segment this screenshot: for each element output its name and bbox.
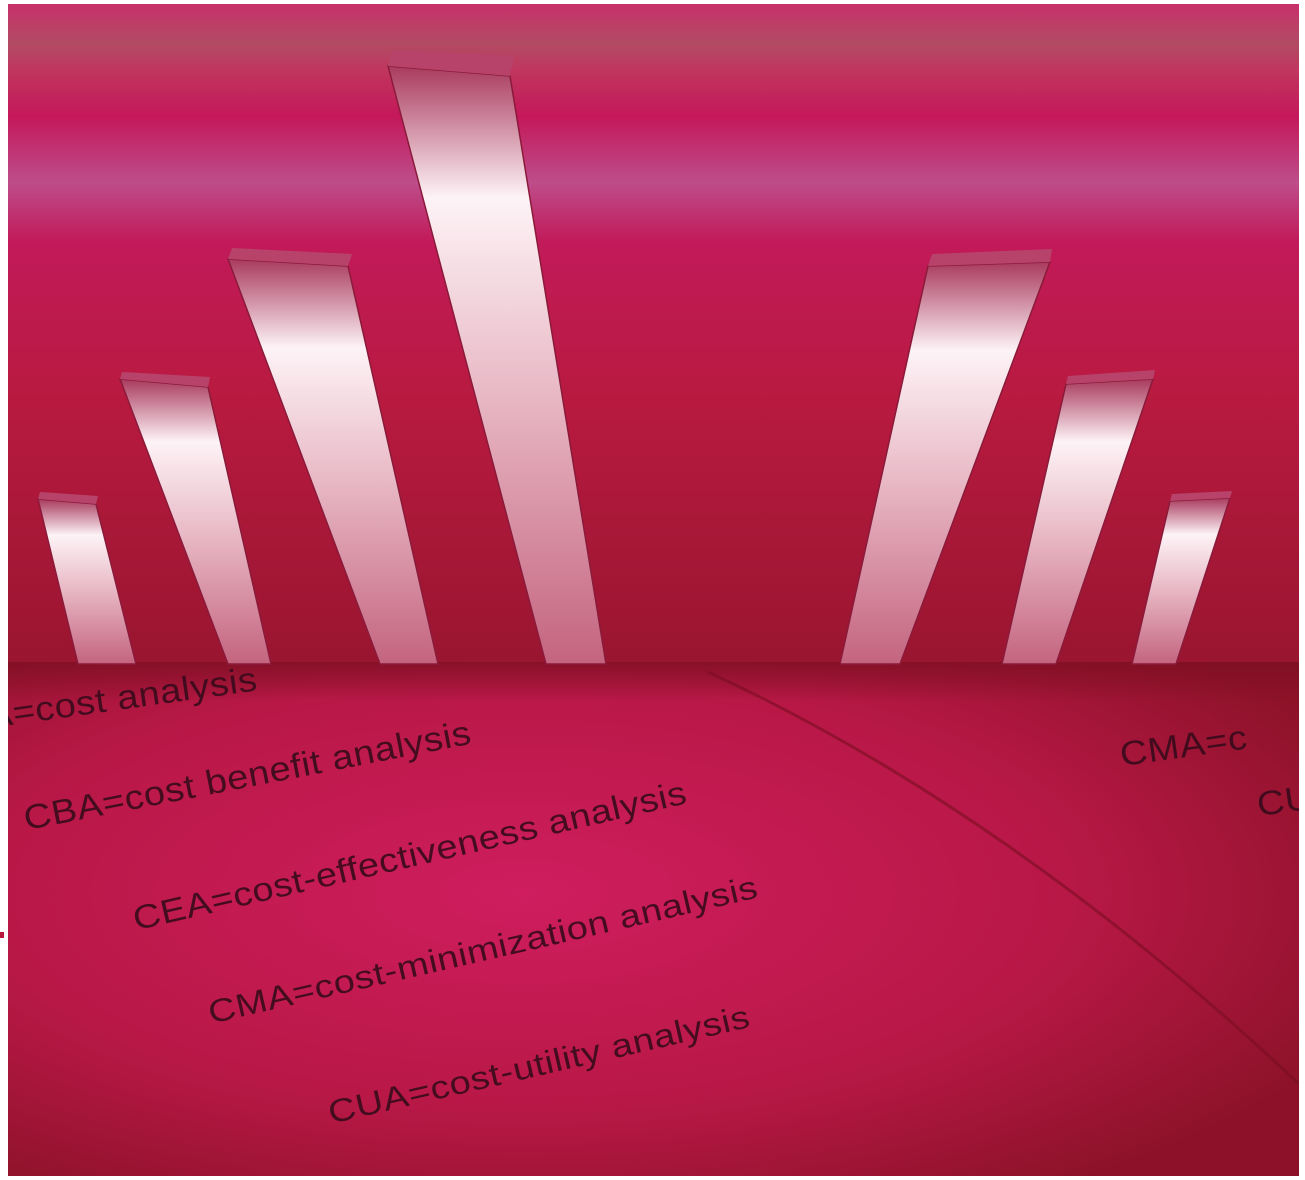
bar-left-1	[37, 492, 137, 665]
floor-fold-line	[707, 670, 1299, 1086]
bar-left-4	[387, 50, 607, 665]
bar-right-1	[839, 249, 1052, 665]
edge-mark	[0, 932, 4, 938]
background-scene	[8, 4, 1299, 1176]
floor-shadow	[8, 662, 1299, 702]
bar-right-2	[1001, 370, 1155, 665]
decorative-artwork: A=cost analysis CBA=cost benefit analysi…	[8, 4, 1299, 1176]
bar-left-3	[226, 248, 439, 665]
bar-right-3	[1131, 491, 1232, 665]
bar-left-2	[118, 372, 272, 665]
floor-background	[8, 662, 1299, 1176]
floor-text-right-cu: CU	[1254, 778, 1299, 825]
